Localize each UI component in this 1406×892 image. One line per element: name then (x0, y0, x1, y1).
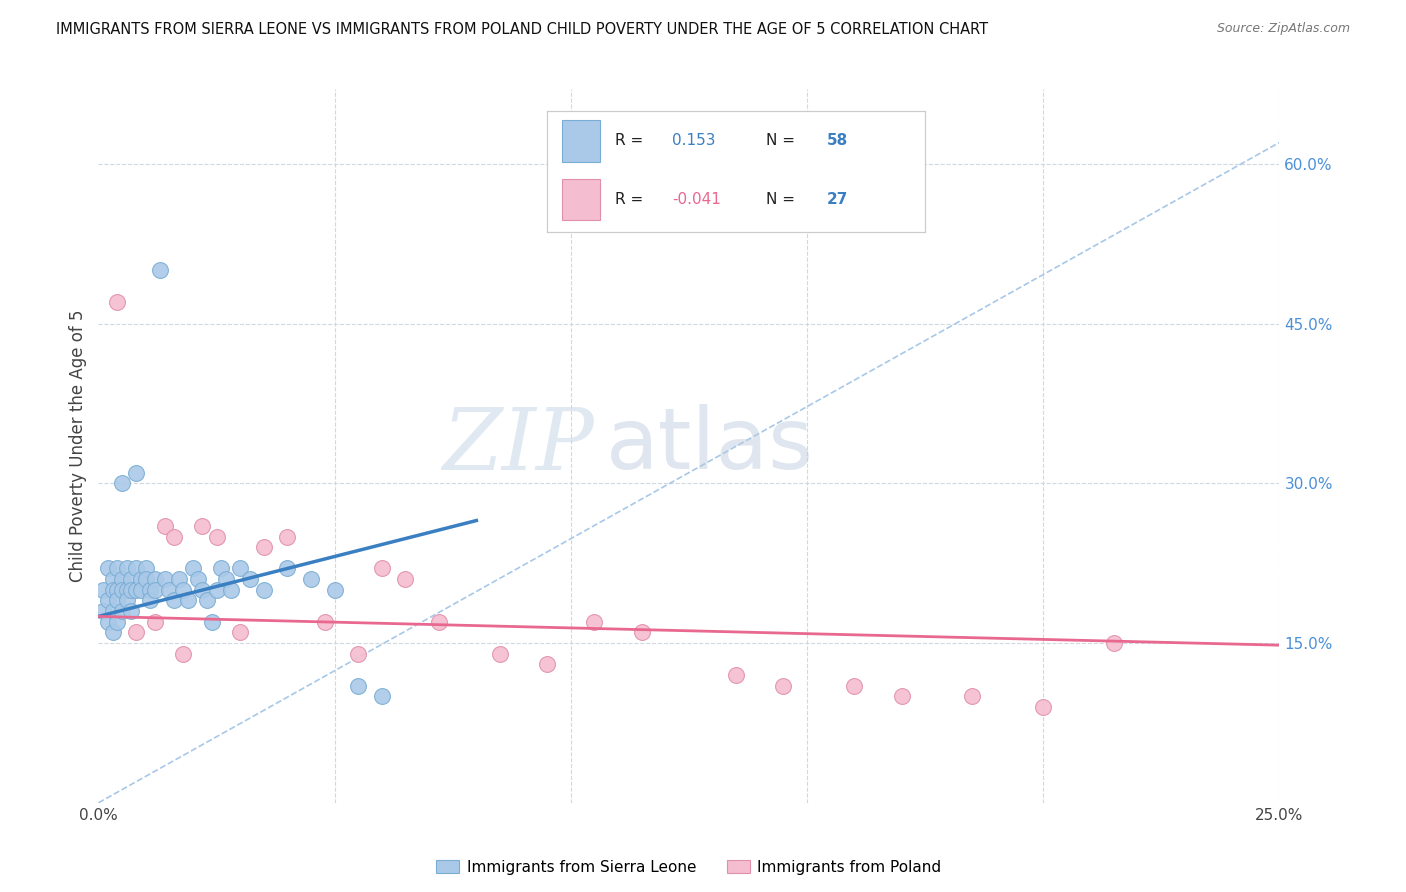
Text: IMMIGRANTS FROM SIERRA LEONE VS IMMIGRANTS FROM POLAND CHILD POVERTY UNDER THE A: IMMIGRANTS FROM SIERRA LEONE VS IMMIGRAN… (56, 22, 988, 37)
Point (91, 582, 114, 597)
Point (844, 679, 866, 693)
Point (181, 561, 204, 575)
Point (111, 476, 134, 491)
Text: Source: ZipAtlas.com: Source: ZipAtlas.com (1216, 22, 1350, 36)
Point (143, 572, 166, 586)
Point (630, 625, 652, 640)
Point (314, 615, 336, 629)
Point (143, 615, 166, 629)
Point (583, 615, 606, 629)
Point (153, 519, 176, 533)
Legend: Immigrants from Sierra Leone, Immigrants from Poland: Immigrants from Sierra Leone, Immigrants… (430, 854, 948, 880)
Point (111, 604, 134, 618)
Point (177, 593, 200, 607)
Point (215, 572, 238, 586)
Point (125, 625, 148, 640)
Point (97, 561, 120, 575)
Point (97, 593, 120, 607)
Point (105, 295, 128, 310)
Point (125, 466, 148, 480)
Point (323, 582, 346, 597)
Point (121, 572, 143, 586)
Point (191, 582, 214, 597)
Point (394, 572, 416, 586)
Point (772, 679, 794, 693)
Point (121, 582, 143, 597)
Point (101, 582, 124, 597)
Point (101, 572, 124, 586)
Text: ZIP: ZIP (443, 405, 595, 487)
Point (125, 582, 148, 597)
Point (276, 529, 298, 543)
Point (209, 561, 232, 575)
Point (239, 572, 262, 586)
Point (427, 615, 450, 629)
Point (299, 572, 322, 586)
Point (121, 604, 143, 618)
Point (129, 582, 152, 597)
Point (371, 561, 394, 575)
Point (105, 615, 128, 629)
Point (276, 561, 298, 575)
Point (125, 561, 148, 575)
Point (111, 572, 134, 586)
Point (139, 593, 162, 607)
Point (115, 561, 138, 575)
Point (157, 582, 180, 597)
Point (115, 593, 138, 607)
Text: atlas: atlas (606, 404, 814, 488)
Point (91, 604, 114, 618)
Point (163, 529, 186, 543)
Point (191, 519, 214, 533)
Point (172, 647, 194, 661)
Point (195, 593, 218, 607)
Point (115, 582, 138, 597)
Point (371, 690, 394, 704)
Point (725, 668, 748, 682)
Point (536, 657, 558, 672)
Point (139, 582, 162, 597)
Point (105, 582, 128, 597)
Point (129, 572, 152, 586)
Point (229, 625, 252, 640)
Point (253, 540, 276, 554)
Point (201, 615, 224, 629)
Point (167, 572, 190, 586)
Point (111, 582, 134, 597)
Point (172, 582, 194, 597)
Point (219, 582, 242, 597)
Point (1032, 700, 1054, 714)
Point (205, 582, 228, 597)
Point (962, 690, 984, 704)
Y-axis label: Child Poverty Under the Age of 5: Child Poverty Under the Age of 5 (69, 310, 87, 582)
Point (253, 582, 276, 597)
Point (105, 593, 128, 607)
Point (97, 615, 120, 629)
Point (135, 561, 157, 575)
Point (135, 572, 157, 586)
Point (890, 690, 912, 704)
Point (229, 561, 252, 575)
Point (187, 572, 209, 586)
Point (153, 572, 176, 586)
Point (347, 647, 370, 661)
Point (101, 604, 124, 618)
Point (205, 529, 228, 543)
Point (347, 679, 370, 693)
Point (101, 625, 124, 640)
Point (489, 647, 512, 661)
Point (143, 582, 166, 597)
Point (105, 561, 128, 575)
Point (149, 263, 172, 277)
Point (163, 593, 186, 607)
Point (1102, 636, 1125, 650)
